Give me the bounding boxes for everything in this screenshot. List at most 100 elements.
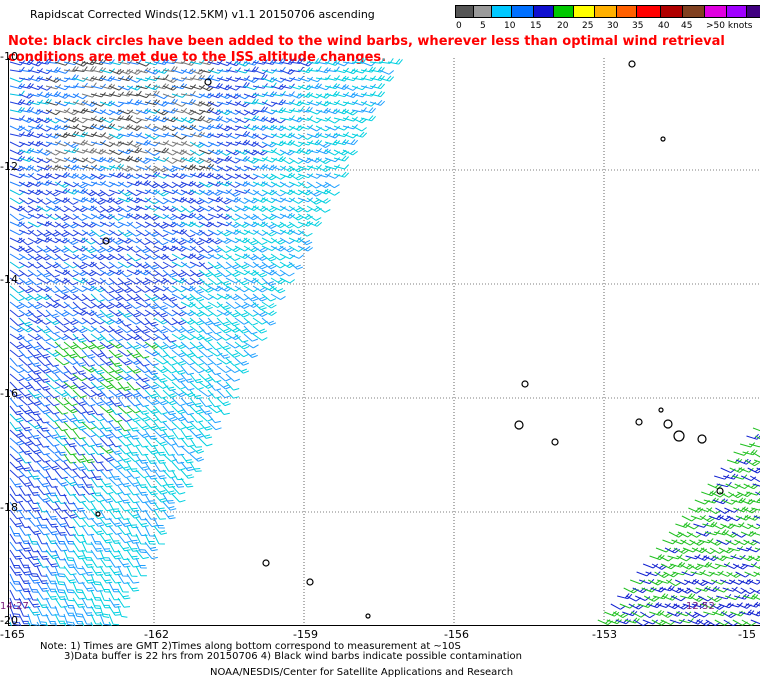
wind-barb	[27, 517, 42, 527]
wind-barb	[360, 101, 377, 107]
wind-barb	[135, 269, 151, 276]
wind-barb	[63, 245, 79, 253]
wind-barb	[81, 229, 97, 237]
wind-barb	[90, 205, 106, 213]
wind-barb	[189, 421, 204, 431]
scale-label: 45	[681, 21, 693, 31]
wind-barb	[198, 269, 214, 278]
wind-barb	[324, 132, 341, 139]
wind-barb	[225, 285, 241, 292]
wind-barb	[99, 509, 112, 520]
wind-barb	[153, 365, 169, 374]
wind-barb	[216, 325, 232, 334]
wind-barb	[153, 421, 168, 431]
wind-barb	[752, 595, 760, 600]
wind-barb	[315, 205, 331, 213]
wind-barb	[225, 181, 241, 188]
wind-barb	[117, 413, 132, 422]
wind-barb	[36, 197, 52, 205]
wind-barb	[45, 549, 60, 559]
wind-barb	[360, 91, 376, 97]
wind-barb	[90, 373, 105, 382]
wind-barb	[144, 261, 159, 270]
wind-barb	[297, 148, 314, 155]
wind-barb	[126, 309, 142, 318]
wind-barb	[9, 261, 25, 269]
wind-barb	[45, 557, 59, 568]
wind-barb	[45, 509, 58, 520]
wind-barb	[54, 101, 71, 107]
wind-barb	[18, 413, 33, 423]
wind-barb	[171, 477, 185, 488]
island-marker	[95, 511, 101, 517]
wind-barb	[9, 389, 24, 399]
wind-barb	[36, 229, 52, 237]
wind-barb	[741, 619, 757, 626]
wind-barb	[63, 309, 79, 317]
wind-barb	[63, 253, 79, 260]
wind-barb	[207, 349, 223, 357]
wind-barb	[369, 82, 385, 90]
wind-barb	[36, 117, 53, 124]
wind-barb	[63, 59, 80, 66]
wind-barb	[126, 389, 141, 398]
wind-barb	[135, 389, 150, 399]
wind-barb	[234, 60, 251, 67]
wind-barb	[99, 469, 114, 479]
wind-barb	[81, 293, 97, 302]
wind-barb	[668, 531, 684, 538]
wind-barb	[117, 405, 132, 414]
scale-swatch	[660, 5, 682, 18]
scale-label: 20	[557, 21, 569, 31]
wind-barb	[36, 373, 51, 383]
wind-barb	[90, 83, 106, 90]
wind-barb	[180, 349, 195, 358]
wind-barb	[243, 133, 260, 139]
lon-label: -156	[444, 628, 469, 641]
wind-barb	[207, 381, 222, 391]
wind-barb	[225, 373, 240, 382]
wind-barb	[739, 609, 755, 616]
wind-barb	[36, 69, 53, 75]
wind-barb	[27, 477, 40, 488]
wind-barb	[252, 237, 268, 246]
wind-barb	[243, 181, 260, 187]
wind-barb	[207, 59, 223, 66]
wind-barb	[153, 213, 170, 220]
map-frame	[8, 58, 760, 626]
wind-barb	[81, 131, 97, 138]
wind-barb	[126, 189, 142, 197]
wind-barb	[27, 165, 43, 172]
wind-barb	[750, 563, 760, 570]
wind-barb	[234, 357, 249, 366]
wind-barb	[189, 285, 204, 294]
wind-barb	[9, 229, 25, 236]
wind-barb	[99, 91, 115, 97]
wind-barb	[252, 245, 268, 253]
wind-barb	[81, 437, 96, 447]
wind-barb	[99, 445, 114, 454]
wind-barb	[630, 579, 646, 585]
wind-barb	[617, 593, 633, 600]
wind-barb	[198, 357, 213, 366]
wind-barb	[144, 68, 161, 75]
wind-barb	[108, 493, 123, 503]
wind-barb	[207, 157, 223, 164]
wind-barb	[72, 117, 88, 124]
wind-barb	[225, 117, 242, 124]
wind-barb	[126, 147, 142, 154]
wind-barb	[63, 277, 79, 286]
wind-barb	[99, 349, 114, 359]
wind-barb	[72, 293, 88, 302]
wind-barb	[63, 381, 79, 390]
wind-barb	[63, 317, 79, 326]
wind-barb	[752, 539, 760, 544]
island-marker	[716, 487, 724, 495]
wind-barb	[108, 293, 124, 301]
wind-barb	[198, 429, 213, 439]
wind-barb	[658, 555, 674, 562]
wind-barb	[36, 381, 51, 391]
wind-barb	[117, 317, 132, 327]
wind-barb	[198, 421, 213, 431]
wind-barb	[72, 301, 87, 311]
